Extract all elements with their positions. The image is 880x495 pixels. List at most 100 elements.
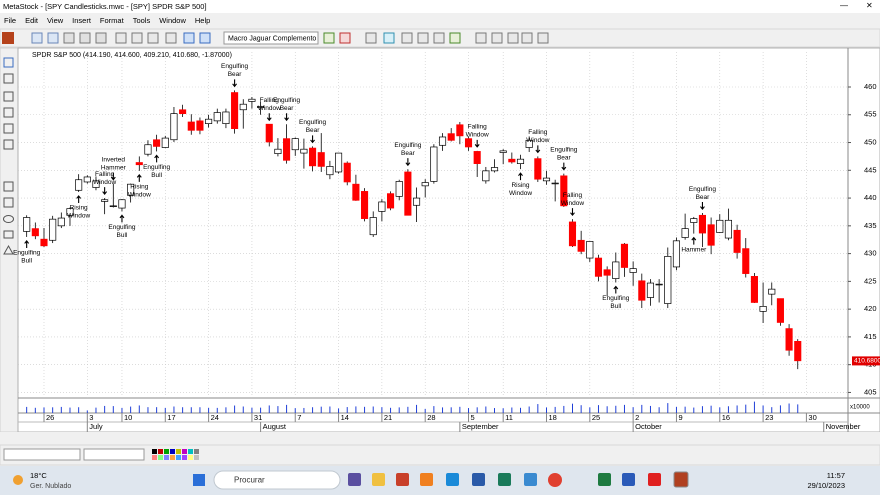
app[interactable] xyxy=(348,473,361,486)
line-width-dropdown[interactable] xyxy=(83,448,145,461)
color-swatch[interactable] xyxy=(152,449,157,454)
app[interactable] xyxy=(548,473,562,487)
tool-icon[interactable] xyxy=(339,32,351,44)
macro-dropdown[interactable] xyxy=(223,31,319,45)
tool-icon[interactable] xyxy=(47,32,59,44)
color-swatch[interactable] xyxy=(188,449,193,454)
tool-icon[interactable] xyxy=(3,215,14,223)
app[interactable] xyxy=(372,473,385,486)
app[interactable] xyxy=(420,473,433,486)
app[interactable] xyxy=(622,473,635,486)
line-style-dropdown[interactable] xyxy=(3,448,81,461)
color-swatch[interactable] xyxy=(170,449,175,454)
tool-icon[interactable] xyxy=(31,32,43,44)
app[interactable] xyxy=(396,473,409,486)
color-swatch[interactable] xyxy=(170,455,175,460)
app[interactable] xyxy=(498,473,511,486)
color-swatch[interactable] xyxy=(194,449,199,454)
tool-icon[interactable] xyxy=(131,32,143,44)
x-tick-label: 18 xyxy=(548,413,556,422)
candle-body xyxy=(239,103,247,111)
candle-body xyxy=(257,106,265,108)
color-swatch[interactable] xyxy=(164,449,169,454)
menu-item[interactable]: Help xyxy=(195,16,210,25)
candle-body xyxy=(655,283,663,286)
menu-item[interactable]: Tools xyxy=(133,16,151,25)
menu-item[interactable]: Insert xyxy=(72,16,92,25)
candle-body xyxy=(568,221,577,247)
tool-icon[interactable] xyxy=(165,32,177,44)
tool-icon[interactable] xyxy=(3,73,14,84)
tool-icon[interactable] xyxy=(507,32,519,44)
color-swatch[interactable] xyxy=(188,455,193,460)
tool-icon[interactable] xyxy=(3,244,14,255)
tool-icon[interactable] xyxy=(433,32,445,44)
tool-icon[interactable] xyxy=(3,197,14,208)
tool-icon[interactable] xyxy=(3,57,14,68)
tool-icon[interactable] xyxy=(147,32,159,44)
tool-icon[interactable] xyxy=(365,32,377,44)
search-box[interactable] xyxy=(213,470,341,490)
app[interactable] xyxy=(472,473,485,486)
tool-icon[interactable] xyxy=(115,32,127,44)
app[interactable] xyxy=(524,473,537,486)
color-swatch[interactable] xyxy=(182,455,187,460)
tool-icon[interactable] xyxy=(401,32,413,44)
app[interactable] xyxy=(648,473,661,486)
x-tick-label: 3 xyxy=(89,413,93,422)
tool-icon[interactable] xyxy=(3,107,14,118)
tool-icon[interactable] xyxy=(475,32,487,44)
app-active[interactable] xyxy=(673,471,689,488)
tool-icon[interactable] xyxy=(3,91,14,102)
tool-icon[interactable] xyxy=(449,32,461,44)
app[interactable] xyxy=(446,473,459,486)
tool-icon[interactable] xyxy=(79,32,91,44)
tool-icon[interactable] xyxy=(383,32,395,44)
x-tick-label: 14 xyxy=(341,413,349,422)
candle-body xyxy=(57,217,65,227)
app[interactable] xyxy=(598,473,611,486)
candle-body xyxy=(473,151,481,164)
tool-icon[interactable] xyxy=(521,32,533,44)
tool-icon[interactable] xyxy=(323,32,335,44)
color-swatch[interactable] xyxy=(158,455,163,460)
candle-body xyxy=(534,158,542,180)
tool-icon[interactable] xyxy=(183,32,195,44)
start-button[interactable] xyxy=(193,474,205,486)
taskbar-apps xyxy=(348,471,689,488)
tool-icon[interactable] xyxy=(63,32,75,44)
menu-item[interactable]: View xyxy=(47,16,64,25)
color-swatch[interactable] xyxy=(158,449,163,454)
tool-icon[interactable] xyxy=(3,139,14,150)
color-swatch[interactable] xyxy=(164,455,169,460)
signal-label: Falling xyxy=(528,129,548,136)
tool-icon[interactable] xyxy=(491,32,503,44)
candle-body xyxy=(638,280,646,301)
color-swatch[interactable] xyxy=(194,455,199,460)
candle-body xyxy=(620,243,629,268)
clock-date: 29/10/2023 xyxy=(807,481,845,490)
color-swatch[interactable] xyxy=(182,449,187,454)
color-swatch[interactable] xyxy=(176,449,181,454)
tool-icon[interactable] xyxy=(537,32,549,44)
tool-icon[interactable] xyxy=(417,32,429,44)
signal-label: Window xyxy=(466,132,489,139)
color-swatch[interactable] xyxy=(176,455,181,460)
menu-item[interactable]: Format xyxy=(100,16,125,25)
color-swatch[interactable] xyxy=(152,455,157,460)
tool-icon[interactable] xyxy=(95,32,107,44)
tool-icon[interactable] xyxy=(3,230,14,239)
signal-arrow xyxy=(691,236,697,245)
candle-body xyxy=(144,144,152,155)
tool-icon[interactable] xyxy=(199,32,211,44)
signal-label: Bull xyxy=(21,258,32,265)
tool-icon[interactable] xyxy=(3,181,14,192)
close[interactable]: ✕ xyxy=(866,1,873,10)
tool-icon[interactable] xyxy=(3,123,14,134)
x-tick-label: 28 xyxy=(427,413,435,422)
menu-item[interactable]: Edit xyxy=(25,16,39,25)
menu-item[interactable]: Window xyxy=(159,16,186,25)
menu-item[interactable]: File xyxy=(4,16,16,25)
minimize[interactable]: — xyxy=(840,1,848,10)
x-tick-label: 31 xyxy=(254,413,262,422)
